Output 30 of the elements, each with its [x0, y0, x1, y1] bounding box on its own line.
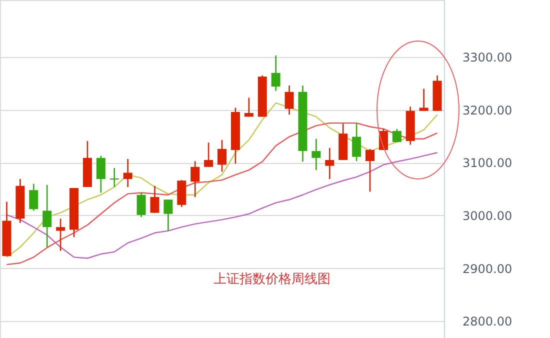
candlestick: [284, 84, 294, 116]
line-series: [6, 122, 438, 266]
candlestick: [164, 198, 173, 232]
candlestick: [56, 218, 66, 252]
y-tick-label: 3000.00: [462, 208, 512, 223]
candlestick: [96, 155, 106, 194]
text: 上证指数价格周线图: [214, 272, 330, 287]
y-tick-label: 2800.00: [462, 314, 512, 329]
candlestick: [244, 97, 254, 118]
candlestick: [312, 138, 321, 171]
candlestick: [419, 88, 428, 112]
candlestick: [325, 147, 334, 180]
candlestick: [366, 148, 374, 192]
y-tick-label: 3200.00: [462, 103, 512, 118]
candlestick: [218, 139, 226, 172]
candlestick: [29, 183, 38, 212]
y-tick-label: 3300.00: [462, 50, 512, 65]
candlestick: [42, 184, 52, 248]
candlestick: [352, 122, 362, 162]
candlestick: [190, 160, 200, 198]
line-series: [6, 152, 438, 259]
candlestick: [110, 167, 119, 188]
candlestick: [136, 192, 146, 218]
y-tick-label: 2900.00: [462, 262, 512, 276]
candlestick: [204, 142, 214, 168]
candlestick: [123, 158, 132, 188]
candlestick: [150, 185, 160, 214]
candlestick: [392, 128, 402, 143]
y-tick-label: 3100.00: [462, 156, 512, 170]
candlestick: [271, 54, 280, 92]
